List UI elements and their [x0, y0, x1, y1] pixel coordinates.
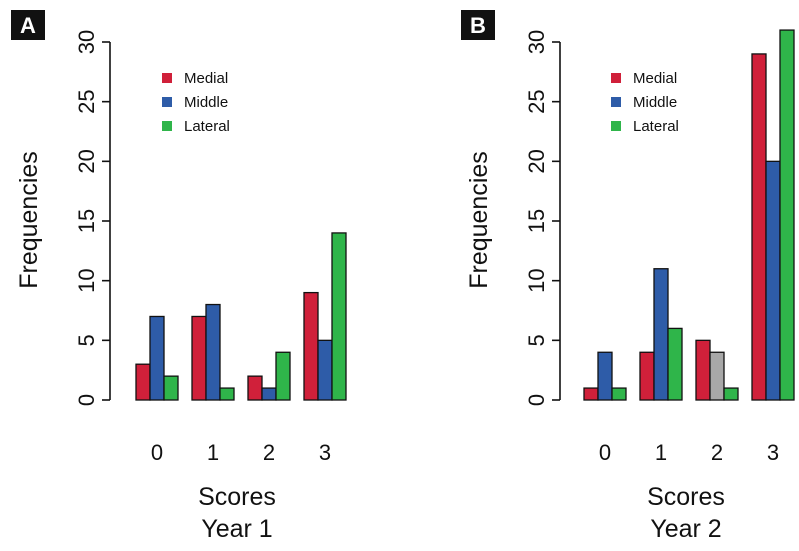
- bar-medial-1: [191, 315, 207, 401]
- x-tick-label: 1: [655, 440, 667, 465]
- bar-lateral-1: [667, 327, 683, 401]
- bar-medial-3: [303, 291, 319, 401]
- bar-medial-2: [247, 375, 263, 401]
- bar-lateral-3: [779, 29, 795, 401]
- x-tick-label: 0: [151, 440, 163, 465]
- bar-lateral-1: [219, 387, 235, 401]
- panel-b-bars: [583, 29, 795, 401]
- panel-a: A Frequencies 0 5 10 15 20 25 30 0 1 2 3 Medial Mi…: [11, 10, 347, 543]
- y-tick-label: 15: [74, 209, 99, 233]
- panel-a-x-ticks: 0 1 2 3: [151, 440, 331, 465]
- legend-swatch-medial: [162, 73, 172, 83]
- panel-b-legend: Medial Middle Lateral: [611, 70, 679, 135]
- panel-a-x-axis-title: Scores: [198, 483, 276, 511]
- legend-swatch-middle: [611, 97, 621, 107]
- bar-medial-0: [583, 387, 599, 401]
- bar-medial-3: [751, 53, 767, 401]
- panel-a-badge: [11, 10, 45, 40]
- bar-medial-2: [695, 339, 711, 401]
- y-tick-label: 10: [524, 268, 549, 292]
- bar-middle-1: [653, 268, 669, 401]
- bar-middle-2: [709, 351, 725, 401]
- legend-swatch-lateral: [611, 121, 621, 131]
- x-tick-label: 0: [599, 440, 611, 465]
- bar-middle-2: [261, 387, 277, 401]
- bar-middle-3: [317, 339, 333, 401]
- panel-b-badge: [461, 10, 495, 40]
- bar-lateral-2: [275, 351, 291, 401]
- y-tick-label: 0: [74, 394, 99, 406]
- y-tick-label: 15: [524, 209, 549, 233]
- panel-b-x-axis-title: Scores: [647, 483, 725, 511]
- bar-medial-0: [135, 363, 151, 401]
- y-tick-label: 10: [74, 268, 99, 292]
- legend-swatch-middle: [162, 97, 172, 107]
- y-tick-label: 30: [524, 30, 549, 54]
- legend-label-medial: Medial: [633, 70, 677, 87]
- y-tick-label: 5: [74, 334, 99, 346]
- panel-a-x-axis-subtitle: Year 1: [201, 515, 272, 543]
- panel-b-x-ticks: 0 1 2 3: [599, 440, 779, 465]
- panel-b-badge-label: B: [470, 13, 486, 38]
- bar-middle-0: [597, 351, 613, 401]
- y-tick-label: 30: [74, 30, 99, 54]
- panel-a-y-ticks: 0 5 10 15 20 25 30: [74, 30, 110, 406]
- legend-swatch-medial: [611, 73, 621, 83]
- y-tick-label: 20: [74, 149, 99, 173]
- legend-swatch-lateral: [162, 121, 172, 131]
- panel-b-y-axis-title: Frequencies: [465, 151, 493, 289]
- bar-lateral-0: [611, 387, 627, 401]
- x-tick-label: 3: [767, 440, 779, 465]
- x-tick-label: 1: [207, 440, 219, 465]
- bar-lateral-3: [331, 232, 347, 401]
- bar-lateral-2: [723, 387, 739, 401]
- x-tick-label: 2: [263, 440, 275, 465]
- bar-medial-1: [639, 351, 655, 401]
- bar-middle-0: [149, 315, 165, 401]
- legend-label-lateral: Lateral: [633, 118, 679, 135]
- y-tick-label: 0: [524, 394, 549, 406]
- x-tick-label: 2: [711, 440, 723, 465]
- legend-label-middle: Middle: [633, 94, 677, 111]
- y-tick-label: 25: [524, 89, 549, 113]
- y-tick-label: 25: [74, 89, 99, 113]
- panel-b-y-ticks: 0 5 10 15 20 25 30: [524, 30, 560, 406]
- bar-middle-1: [205, 303, 221, 401]
- bar-lateral-0: [163, 375, 179, 401]
- x-tick-label: 3: [319, 440, 331, 465]
- panel-b-x-axis-subtitle: Year 2: [650, 515, 721, 543]
- panel-a-y-axis-title: Frequencies: [15, 151, 43, 289]
- legend-label-middle: Middle: [184, 94, 228, 111]
- panel-b: B Frequencies 0 5 10 15 20 25 30 0 1 2 3 Medial Mi…: [461, 10, 795, 543]
- legend-label-lateral: Lateral: [184, 118, 230, 135]
- panel-a-badge-label: A: [20, 13, 36, 38]
- y-tick-label: 5: [524, 334, 549, 346]
- panel-a-legend: Medial Middle Lateral: [162, 70, 230, 135]
- legend-label-medial: Medial: [184, 70, 228, 87]
- bar-middle-3: [765, 160, 781, 401]
- panel-a-bars: [135, 232, 347, 401]
- y-tick-label: 20: [524, 149, 549, 173]
